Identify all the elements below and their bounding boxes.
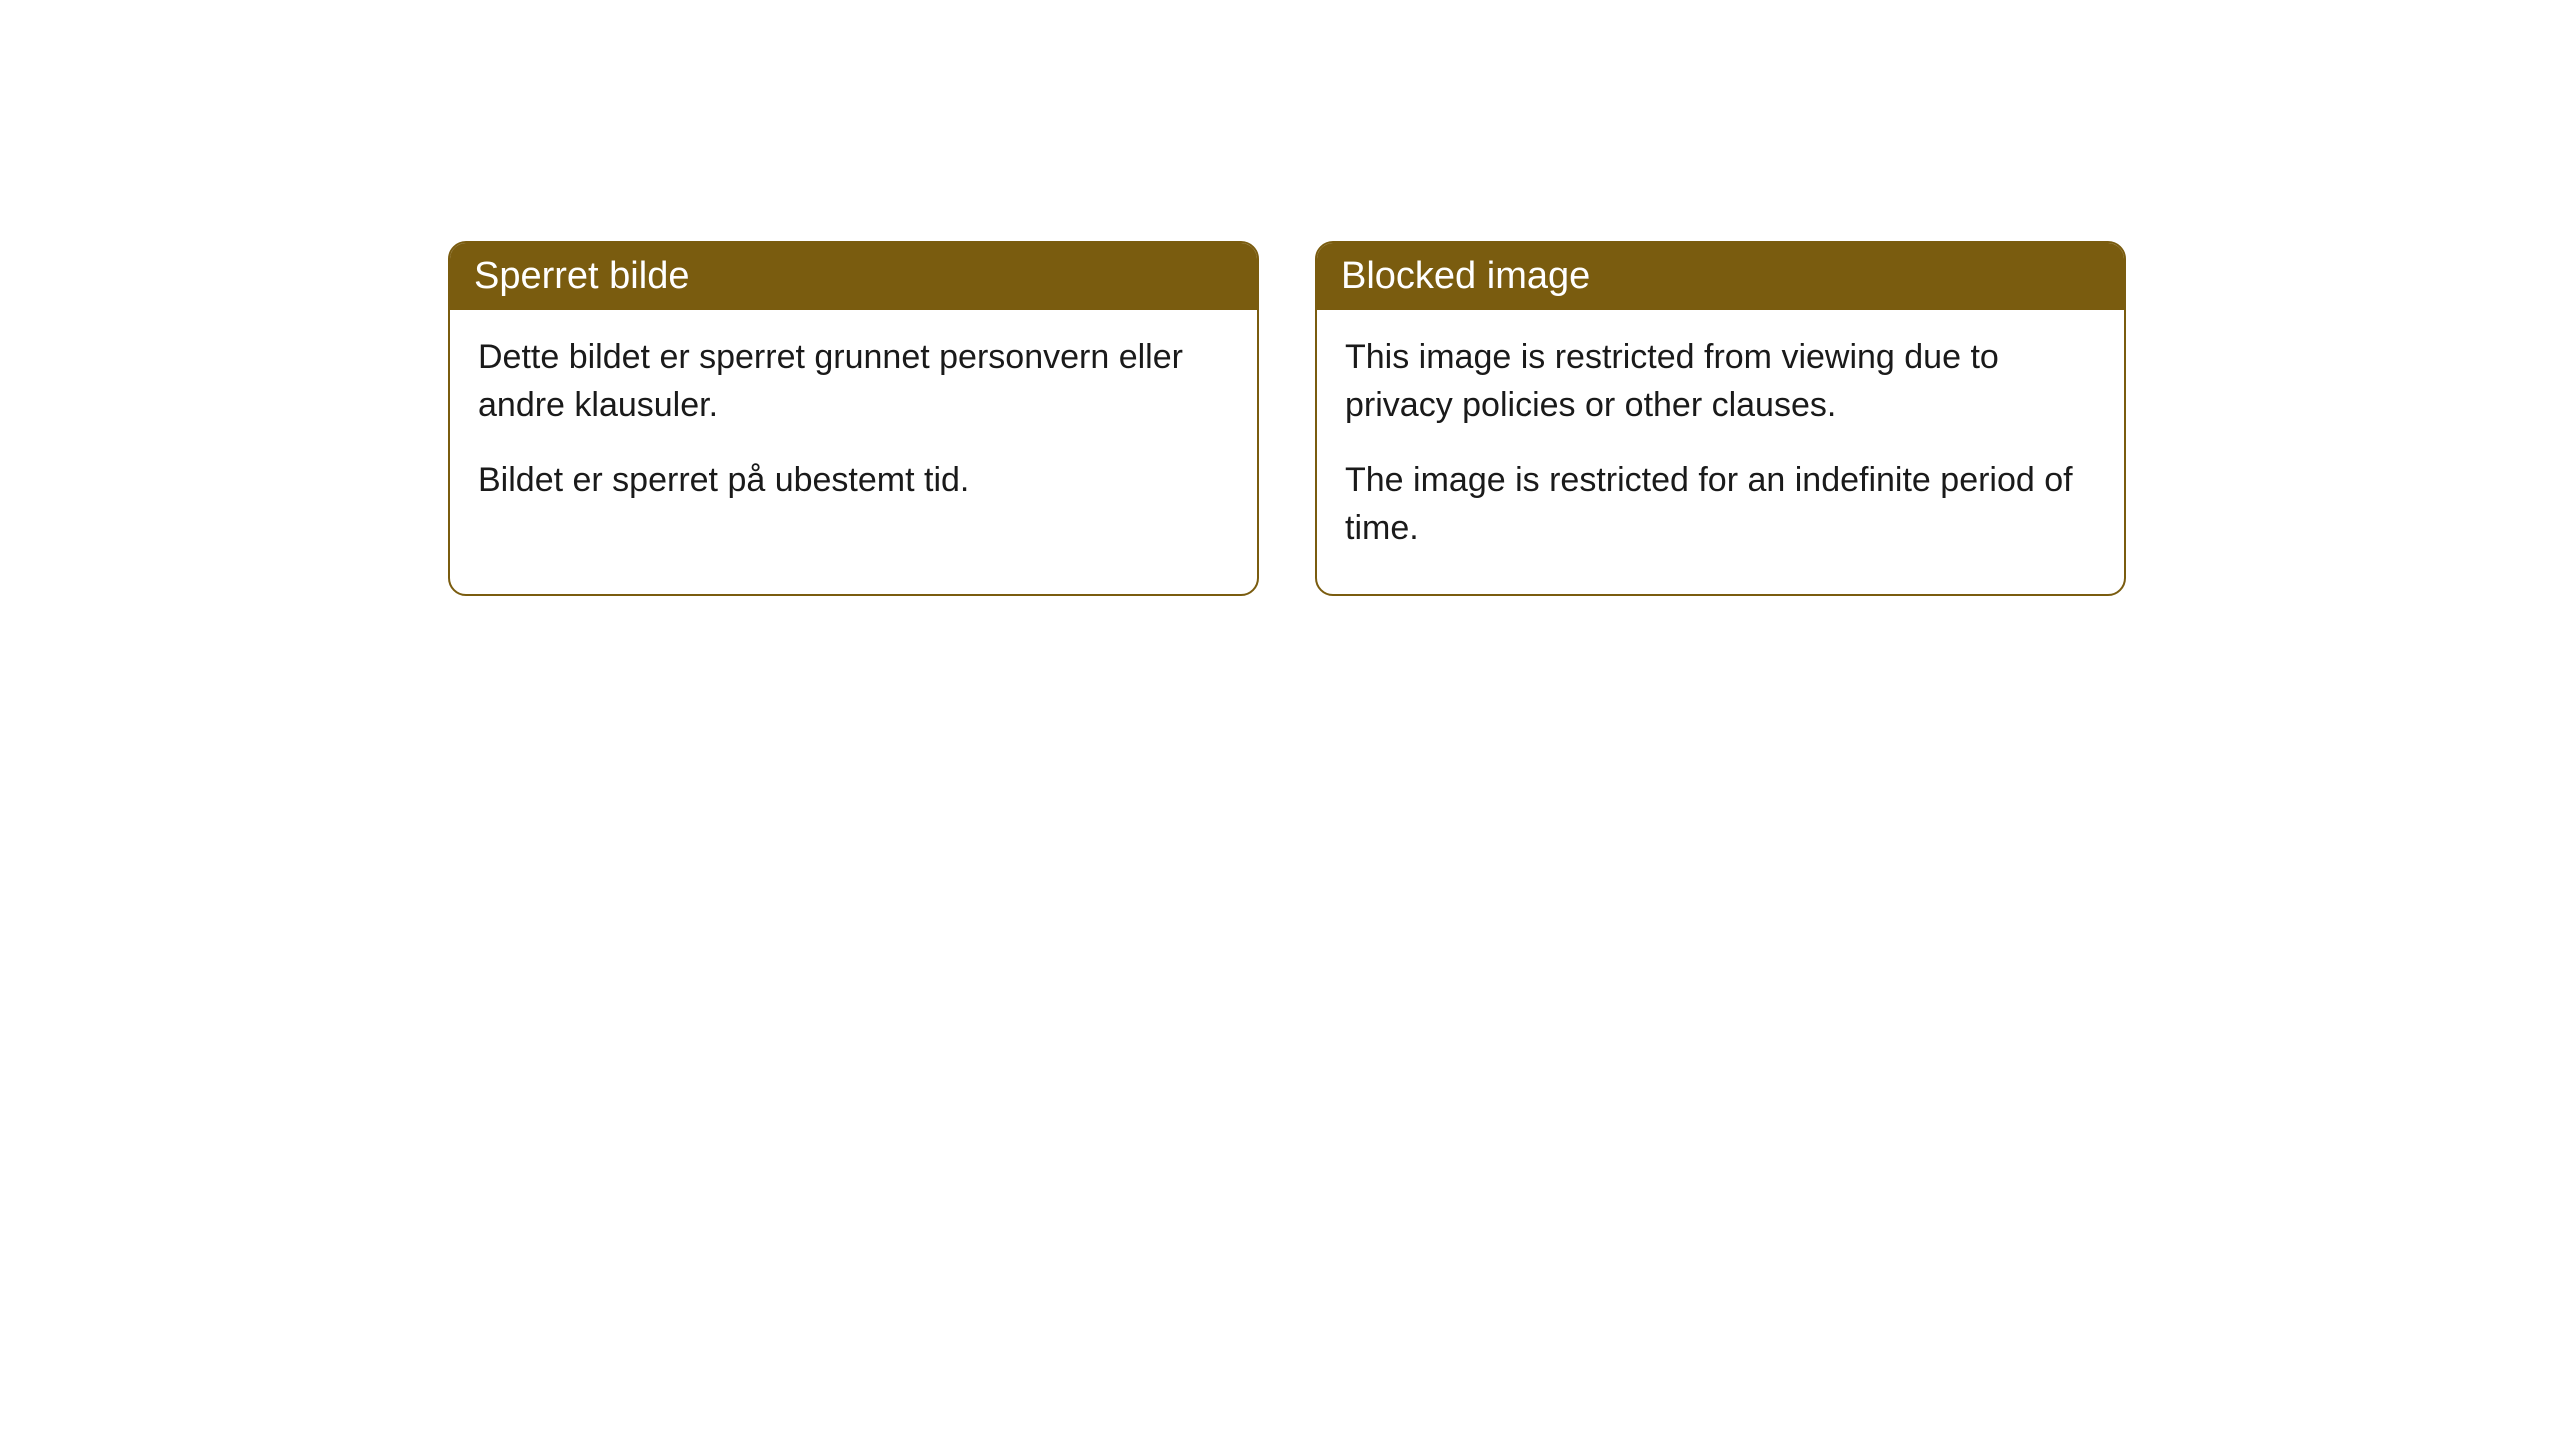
blocked-image-card-english: Blocked image This image is restricted f… [1315,241,2126,596]
card-title: Blocked image [1341,255,1590,297]
card-body-norwegian: Dette bildet er sperret grunnet personve… [450,310,1257,547]
cards-container: Sperret bilde Dette bildet er sperret gr… [448,241,2126,596]
card-title: Sperret bilde [474,255,689,297]
card-header-norwegian: Sperret bilde [450,243,1257,310]
card-body-english: This image is restricted from viewing du… [1317,310,2124,594]
card-paragraph-1: This image is restricted from viewing du… [1345,334,2096,429]
card-header-english: Blocked image [1317,243,2124,310]
card-paragraph-2: Bildet er sperret på ubestemt tid. [478,457,1229,505]
card-paragraph-2: The image is restricted for an indefinit… [1345,457,2096,552]
card-paragraph-1: Dette bildet er sperret grunnet personve… [478,334,1229,429]
blocked-image-card-norwegian: Sperret bilde Dette bildet er sperret gr… [448,241,1259,596]
